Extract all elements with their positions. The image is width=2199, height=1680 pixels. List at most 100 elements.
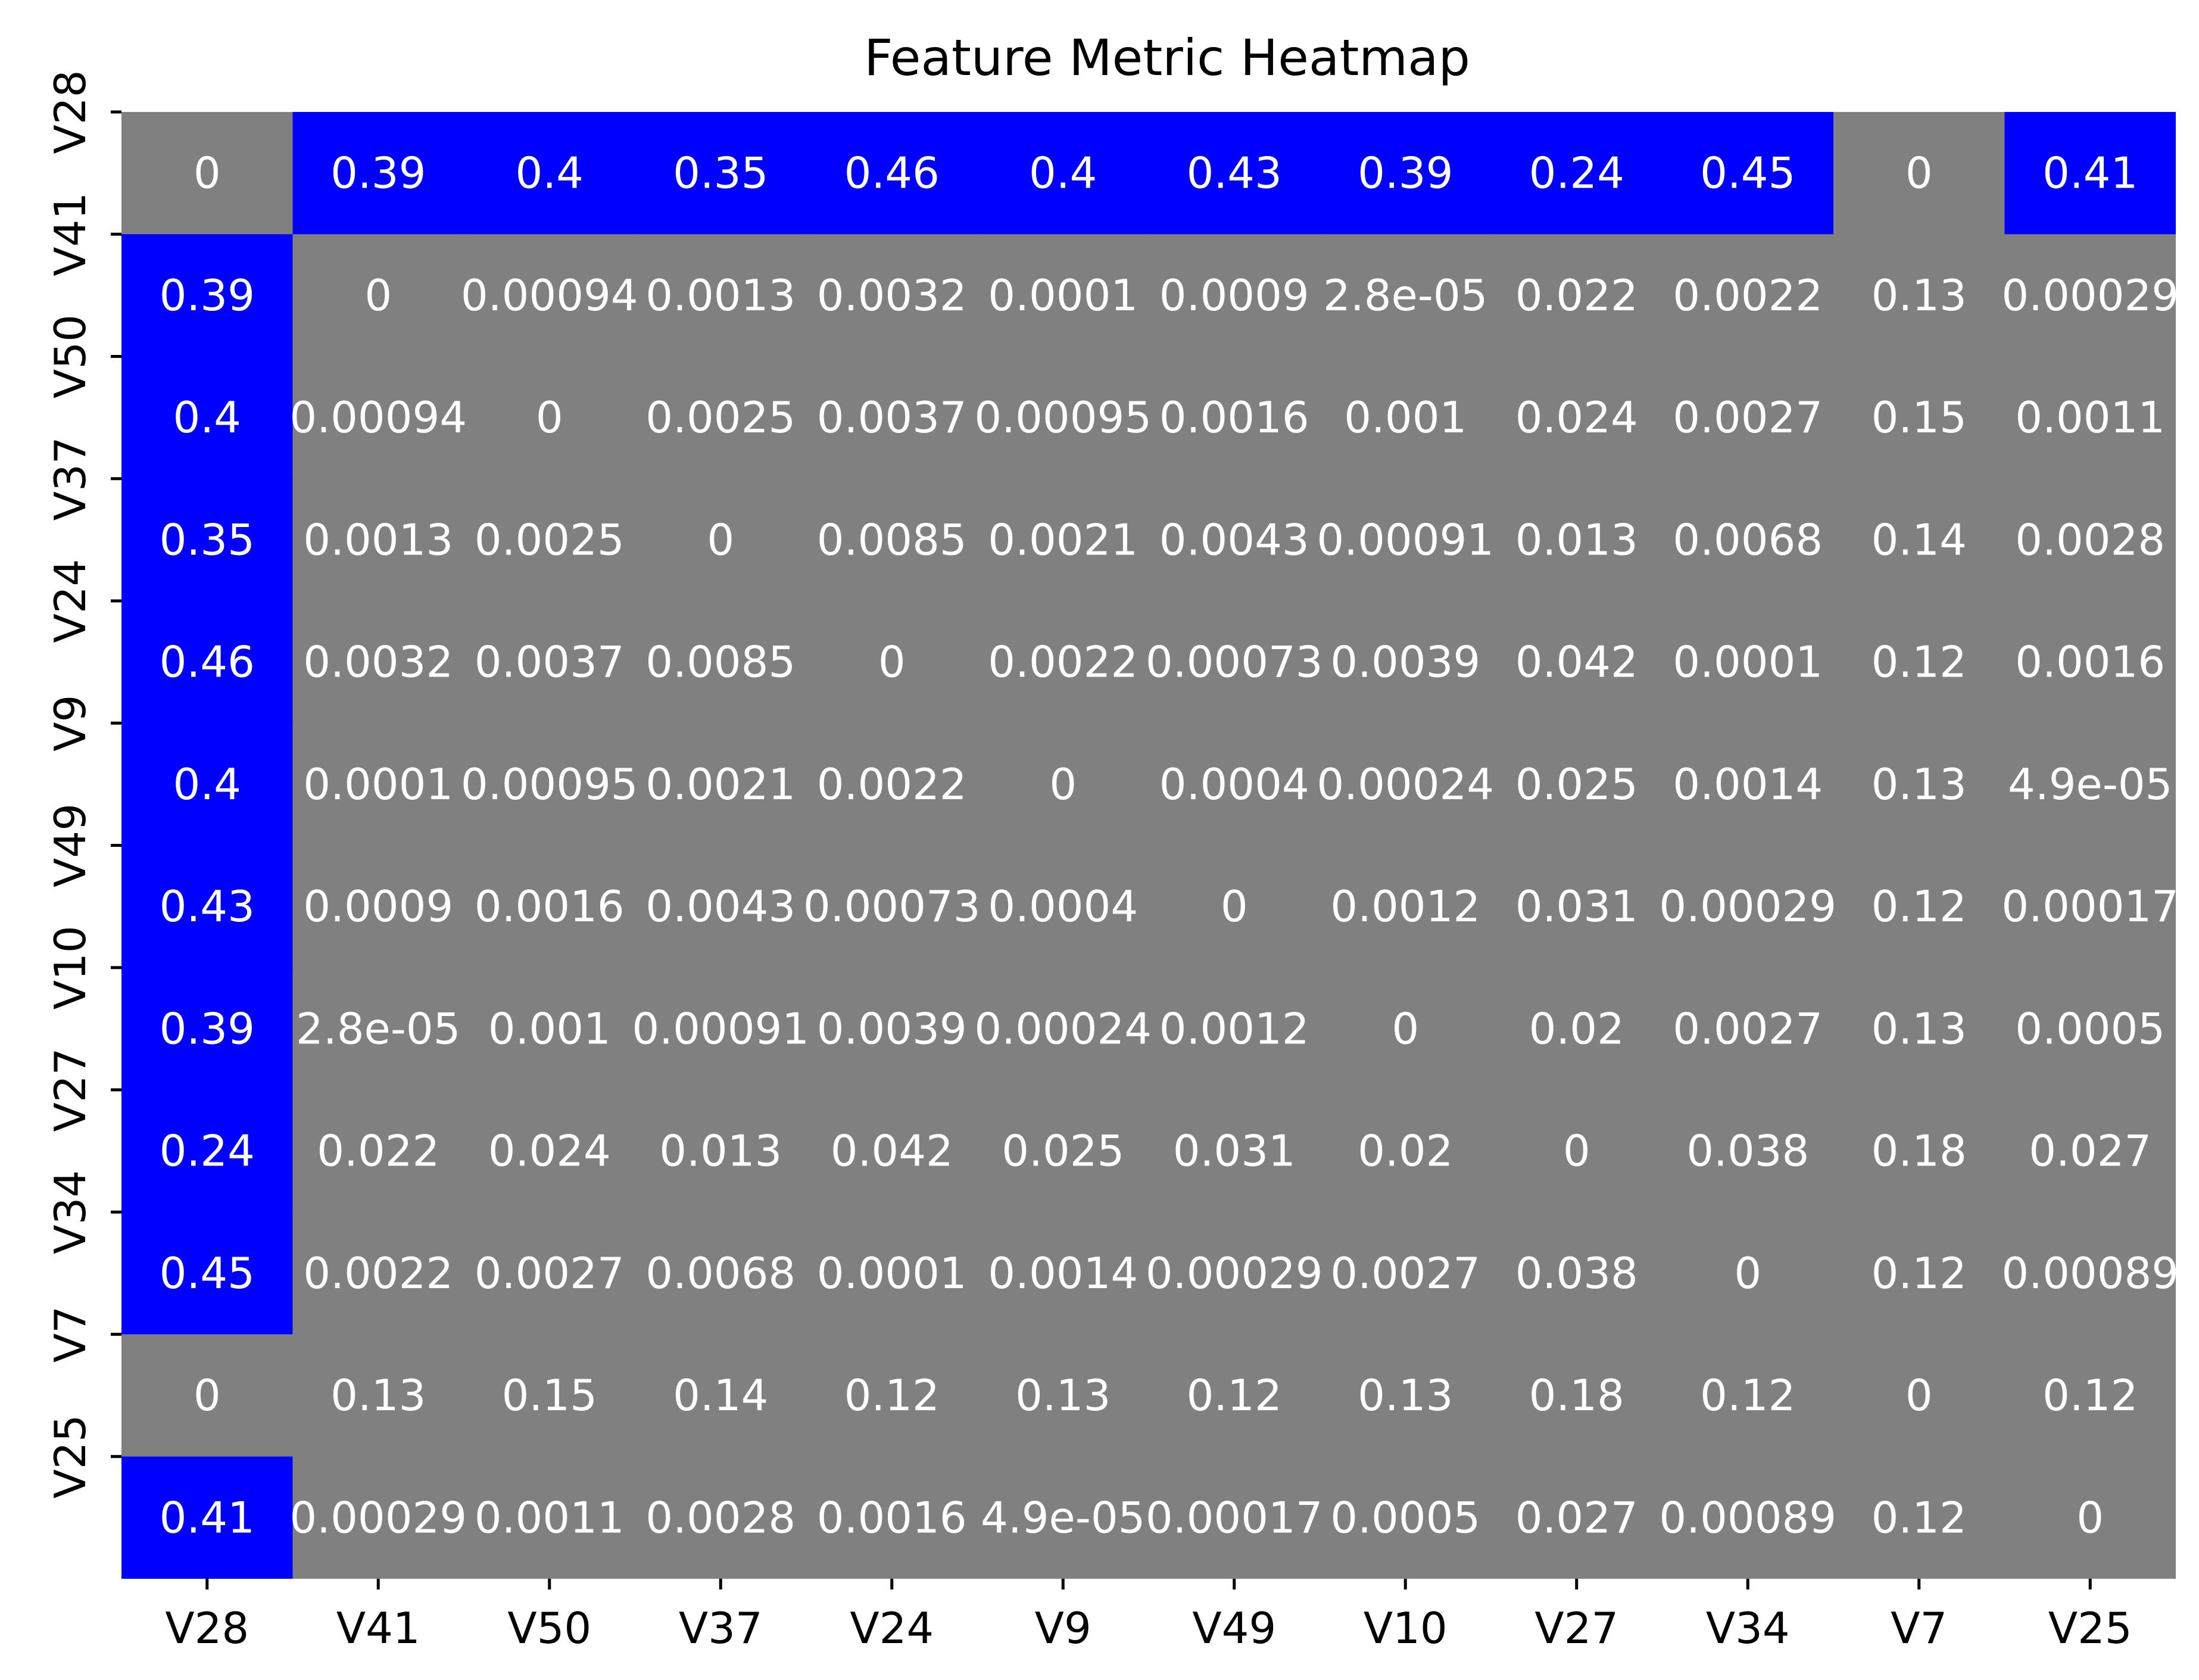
cell-value-label: 0	[1563, 1126, 1590, 1176]
cell-value-label: 0.13	[1015, 1370, 1111, 1420]
x-tick-label: V27	[1534, 1603, 1618, 1653]
heatmap-cell	[121, 234, 294, 357]
cell-value-label: 0.41	[2042, 148, 2138, 198]
cell-value-label: 0.45	[1700, 148, 1795, 198]
cell-value-label: 0.43	[160, 881, 255, 931]
cell-value-label: 0	[194, 148, 221, 198]
cell-value-label: 4.9e-05	[2008, 759, 2172, 809]
cell-value-label: 0.0016	[1159, 392, 1309, 442]
heatmap-cell	[977, 112, 1149, 235]
y-tick-label: V28	[45, 70, 95, 154]
cell-value-label: 0.022	[317, 1126, 439, 1176]
heatmap-cell	[2004, 112, 2176, 235]
heatmap-cell	[1491, 967, 1663, 1090]
cell-value-label: 0.0001	[1673, 637, 1823, 687]
cell-value-label: 0.0013	[303, 515, 453, 565]
heatmap-cells	[121, 112, 2176, 1579]
heatmap-cell	[806, 845, 978, 968]
heatmap-cell	[1491, 1090, 1663, 1213]
heatmap-cell	[292, 845, 464, 968]
cell-value-label: 0.0009	[303, 881, 453, 931]
x-tick-label: V28	[165, 1603, 249, 1653]
cell-value-label: 0.39	[160, 270, 255, 320]
cell-value-label: 0.45	[160, 1248, 255, 1298]
cell-value-label: 0.24	[1529, 148, 1624, 198]
heatmap-cell	[635, 845, 807, 968]
heatmap-cell	[464, 1212, 636, 1335]
heatmap-cell	[1320, 1090, 1492, 1213]
cell-value-label: 0.13	[330, 1370, 426, 1420]
heatmap-cell	[635, 1090, 807, 1213]
heatmap-cell	[1149, 845, 1321, 968]
cell-value-label: 0.0025	[475, 515, 625, 565]
cell-value-label: 0.39	[1358, 148, 1453, 198]
y-tick-label: V37	[45, 437, 95, 520]
cell-value-label: 0.46	[844, 148, 940, 198]
heatmap-cell	[292, 112, 464, 235]
heatmap-cell	[1149, 1212, 1321, 1335]
heatmap-cell	[1662, 234, 1834, 357]
heatmap-cell	[1149, 234, 1321, 357]
heatmap-cell	[635, 967, 807, 1090]
heatmap-cell	[1833, 112, 2005, 235]
heatmap-cell	[635, 478, 807, 601]
heatmap-cell	[1320, 601, 1492, 724]
cell-value-label: 0	[1734, 1248, 1761, 1298]
heatmap-cell	[121, 356, 294, 479]
cell-value-label: 0	[194, 1370, 221, 1420]
heatmap-cell	[1320, 112, 1492, 235]
heatmap-cell	[635, 234, 807, 357]
heatmap-cell	[464, 478, 636, 601]
cell-value-label: 0	[1049, 759, 1077, 809]
cell-value-label: 0.00091	[1317, 515, 1494, 565]
cell-value-label: 0.00024	[1317, 759, 1494, 809]
heatmap-cell	[806, 1090, 978, 1213]
cell-value-label: 0.0043	[1159, 515, 1309, 565]
cell-value-label: 0.0001	[303, 759, 453, 809]
cell-value-label: 0.00017	[1146, 1492, 1323, 1542]
heatmap-cell	[1149, 478, 1321, 601]
cell-value-label: 0.042	[831, 1126, 953, 1176]
cell-value-label: 0.0005	[2015, 1003, 2165, 1053]
cell-value-label: 0.0014	[1673, 759, 1823, 809]
cell-value-label: 0	[1905, 148, 1933, 198]
heatmap-cell	[1320, 234, 1492, 357]
cell-value-label: 0.0037	[817, 392, 967, 442]
heatmap-cell	[292, 723, 464, 846]
heatmap-cell	[806, 478, 978, 601]
heatmap-cell	[1149, 601, 1321, 724]
cell-value-label: 0.0012	[1159, 1003, 1309, 1053]
cell-value-label: 0.00089	[2001, 1248, 2179, 1298]
y-tick-label: V7	[45, 1306, 95, 1363]
heatmap-cell	[1491, 478, 1663, 601]
cell-value-label: 0	[364, 270, 392, 320]
heatmap-cell	[464, 601, 636, 724]
cell-value-label: 0	[1905, 1370, 1933, 1420]
heatmap-cell	[2004, 478, 2176, 601]
x-tick-label: V7	[1891, 1603, 1947, 1653]
heatmap-cell	[2004, 845, 2176, 968]
heatmap-cell	[1833, 723, 2005, 846]
cell-value-label: 0	[536, 392, 563, 442]
heatmap-cell	[121, 478, 294, 601]
cell-value-label: 0.0068	[645, 1248, 796, 1298]
heatmap-cell	[1149, 1090, 1321, 1213]
axis-ticks: V28 V41 V50 V37 V24 V9 V49 V10 V27 V34 V7 V25 V28 V41…	[45, 70, 2132, 1653]
heatmap-cell	[1662, 1334, 1834, 1457]
heatmap-cell	[1662, 1456, 1834, 1579]
cell-value-label: 0.13	[1358, 1370, 1453, 1420]
heatmap-cell	[806, 967, 978, 1090]
cell-value-label: 0.022	[1515, 270, 1638, 320]
cell-value-label: 0.001	[488, 1003, 611, 1053]
cell-value-label: 0.0027	[1673, 1003, 1823, 1053]
heatmap-cell	[977, 356, 1149, 479]
cell-value-label: 0.00094	[461, 270, 638, 320]
heatmap-cell	[1662, 601, 1834, 724]
heatmap-cell	[1491, 1334, 1663, 1457]
cell-value-label: 0.14	[673, 1370, 768, 1420]
cell-value-label: 0.12	[1187, 1370, 1282, 1420]
cell-value-label: 0.39	[160, 1003, 255, 1053]
heatmap-cell	[464, 234, 636, 357]
heatmap-cell	[1833, 1334, 2005, 1457]
heatmap-cell	[1833, 234, 2005, 357]
